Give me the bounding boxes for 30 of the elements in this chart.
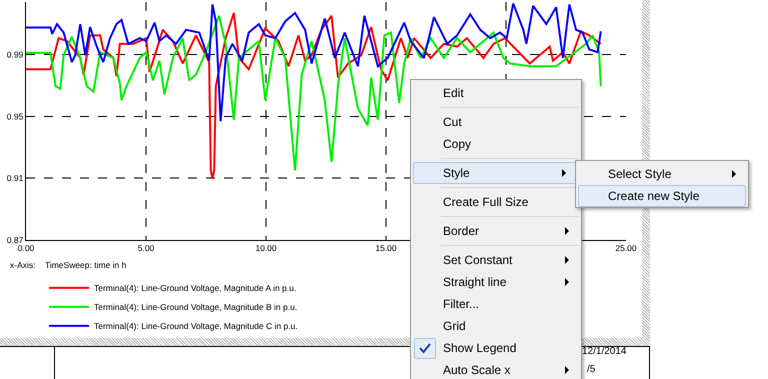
x-tick-label: 10.00 — [255, 243, 277, 254]
x-tick-label: 0.00 — [18, 243, 35, 254]
text: Grid — [443, 319, 466, 333]
y-tick-label: 0.95 — [6, 111, 24, 122]
x-tick-label: 5.00 — [138, 243, 155, 254]
text: 12/1/2014 — [582, 346, 626, 357]
legend-label: Terminal(4): Line-Ground Voltage, Magnitude A in p.u. — [94, 283, 296, 294]
context-menu: Select Style Create new Style — [575, 160, 749, 208]
x-axis-title: x-Axis: TimeSweep: time in h — [10, 260, 127, 270]
annotation: Create new Style — [608, 189, 700, 203]
text: Filter... — [443, 297, 480, 311]
annotation: Cut — [443, 115, 462, 129]
annotation: Select Style — [608, 167, 672, 181]
text: Set Constant — [443, 253, 512, 267]
annotation: Border — [443, 224, 480, 238]
annotation: Edit — [443, 86, 464, 100]
y-tick-label: 0.87 — [6, 234, 24, 245]
text: Straight line — [443, 275, 506, 289]
y-tick-label: 0.99 — [6, 50, 24, 60]
annotation: Create Full Size — [443, 195, 528, 209]
annotation: Copy — [443, 137, 472, 151]
text: Show Legend — [443, 341, 516, 355]
legend-label: Terminal(4): Line-Ground Voltage, Magnitude C in p.u. — [94, 321, 298, 332]
annotation: Style — [443, 166, 470, 180]
legend-label: Terminal(4): Line-Ground Voltage, Magnitude B in p.u. — [94, 302, 298, 312]
x-tick-label: 25.00 — [615, 243, 637, 254]
y-tick-label: 0.91 — [6, 173, 24, 184]
x-tick-label: 15.00 — [375, 243, 397, 254]
text: Auto Scale x — [443, 363, 510, 377]
text: /5 — [587, 364, 596, 375]
